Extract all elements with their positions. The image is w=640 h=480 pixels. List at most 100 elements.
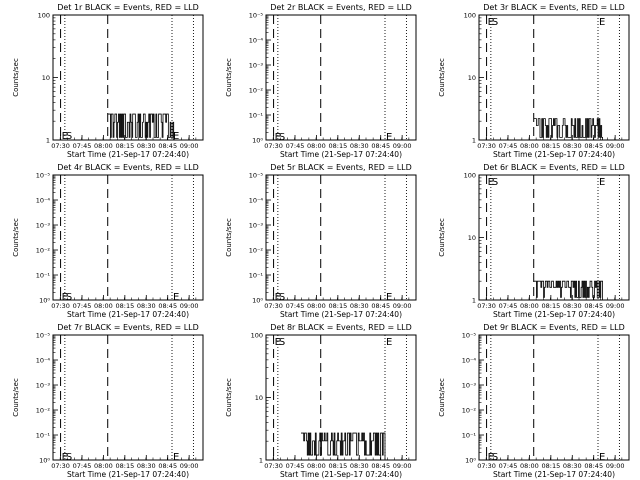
event-series-line xyxy=(533,280,603,300)
marker-label: S xyxy=(66,131,72,142)
y-tick-label: 1 xyxy=(46,137,50,145)
x-tick-label: 08:15 xyxy=(541,302,560,310)
marker-label: E xyxy=(488,177,494,188)
x-tick-label: 08:15 xyxy=(115,142,134,150)
marker-label: E xyxy=(275,337,281,348)
x-tick-label: 08:30 xyxy=(350,142,369,150)
x-tick-label: 07:30 xyxy=(264,142,283,150)
x-tick-label: 08:00 xyxy=(94,302,113,310)
x-tick-label: 08:15 xyxy=(328,462,347,470)
marker-label: E xyxy=(386,337,392,348)
y-tick-label: 1 xyxy=(472,297,476,305)
plot-frame xyxy=(52,334,204,461)
marker-label: S xyxy=(492,177,498,188)
x-tick-label: 07:45 xyxy=(286,302,305,310)
y-tick-label: 1 xyxy=(472,137,476,145)
y-tick-label: 10⁻⁵ xyxy=(36,172,51,180)
y-axis-label: Counts/sec xyxy=(12,58,20,97)
y-axis-label: Counts/sec xyxy=(12,378,20,417)
y-tick-label: 10⁻¹ xyxy=(249,272,264,280)
plot-svg: Det 5r BLACK = Events, RED = LLD 10⁰ 10⁻¹ 1… xyxy=(225,163,417,319)
plot-panel: Det 9r BLACK = Events, RED = LLD 10⁰ 10⁻¹ 1… xyxy=(426,320,639,480)
y-tick-label: 10 xyxy=(42,74,50,82)
x-tick-label: 09:00 xyxy=(180,142,199,150)
x-tick-label: 09:00 xyxy=(393,462,412,470)
y-tick-label: 10⁻⁴ xyxy=(249,197,264,205)
y-tick-label: 100 xyxy=(464,12,476,20)
marker-label: E xyxy=(173,452,179,463)
x-tick-label: 08:45 xyxy=(371,142,390,150)
y-tick-label: 10⁻⁴ xyxy=(462,357,477,365)
x-tick-label: 08:30 xyxy=(137,142,156,150)
marker-label: S xyxy=(492,17,498,28)
marker-label: S xyxy=(492,452,498,463)
marker-label: S xyxy=(279,132,285,143)
x-tick-label: 07:45 xyxy=(499,462,518,470)
x-axis-label: Start Time (21-Sep-17 07:24:40) xyxy=(67,310,189,319)
x-tick-label: 08:30 xyxy=(563,462,582,470)
plot-title: Det 9r BLACK = Events, RED = LLD xyxy=(483,323,625,332)
x-axis-label: Start Time (21-Sep-17 07:24:40) xyxy=(493,310,615,319)
plot-frame xyxy=(478,174,630,301)
x-tick-label: 08:15 xyxy=(541,462,560,470)
y-tick-label: 100 xyxy=(38,12,50,20)
y-tick-label: 10⁻¹ xyxy=(249,112,264,120)
y-tick-label: 10⁰ xyxy=(39,457,50,465)
y-axis-label: Counts/sec xyxy=(225,218,233,257)
x-tick-label: 09:00 xyxy=(180,302,199,310)
y-tick-label: 10⁰ xyxy=(39,297,50,305)
x-tick-label: 07:30 xyxy=(51,462,70,470)
x-tick-label: 07:45 xyxy=(499,142,518,150)
x-tick-label: 09:00 xyxy=(606,302,625,310)
plot-frame xyxy=(52,174,204,301)
x-axis-label: Start Time (21-Sep-17 07:24:40) xyxy=(67,470,189,479)
x-tick-label: 08:45 xyxy=(158,302,177,310)
x-tick-label: 07:45 xyxy=(499,302,518,310)
x-tick-label: 08:45 xyxy=(584,462,603,470)
plot-title: Det 3r BLACK = Events, RED = LLD xyxy=(483,3,625,12)
marker-label: S xyxy=(279,292,285,303)
x-tick-label: 08:45 xyxy=(371,462,390,470)
x-tick-label: 08:00 xyxy=(520,142,539,150)
x-axis-label: Start Time (21-Sep-17 07:24:40) xyxy=(280,470,402,479)
x-tick-label: 07:45 xyxy=(73,142,92,150)
plot-panel: Det 5r BLACK = Events, RED = LLD 10⁰ 10⁻¹ 1… xyxy=(213,160,426,320)
y-tick-label: 10⁰ xyxy=(252,297,263,305)
x-tick-label: 08:00 xyxy=(520,462,539,470)
x-tick-label: 09:00 xyxy=(393,302,412,310)
y-tick-label: 10⁻¹ xyxy=(462,432,477,440)
marker-label: E xyxy=(599,177,605,188)
y-tick-label: 10⁻³ xyxy=(249,222,264,230)
x-tick-label: 08:45 xyxy=(158,462,177,470)
plot-title: Det 6r BLACK = Events, RED = LLD xyxy=(483,163,625,172)
x-tick-label: 09:00 xyxy=(606,462,625,470)
plot-svg: Det 8r BLACK = Events, RED = LLD 1 10 100 Co… xyxy=(225,323,417,479)
plot-panel: Det 4r BLACK = Events, RED = LLD 10⁰ 10⁻¹ 1… xyxy=(0,160,213,320)
event-series-line xyxy=(533,118,603,140)
marker-label: S xyxy=(66,292,72,303)
y-tick-label: 10⁻³ xyxy=(462,382,477,390)
y-tick-label: 10⁻³ xyxy=(249,62,264,70)
x-tick-label: 09:00 xyxy=(180,462,199,470)
x-tick-label: 08:45 xyxy=(584,302,603,310)
plot-title: Det 1r BLACK = Events, RED = LLD xyxy=(57,3,199,12)
y-tick-label: 100 xyxy=(464,172,476,180)
y-tick-label: 10⁻⁵ xyxy=(249,172,264,180)
x-tick-label: 07:30 xyxy=(264,462,283,470)
x-tick-label: 07:45 xyxy=(73,462,92,470)
plot-panel: Det 1r BLACK = Events, RED = LLD 1 10 100 Co… xyxy=(0,0,213,160)
y-tick-label: 10⁻⁵ xyxy=(249,12,264,20)
marker-label: E xyxy=(173,131,179,142)
x-tick-label: 07:30 xyxy=(477,302,496,310)
x-tick-label: 08:00 xyxy=(520,302,539,310)
x-tick-label: 08:00 xyxy=(307,142,326,150)
x-tick-label: 08:30 xyxy=(137,302,156,310)
x-tick-label: 07:45 xyxy=(73,302,92,310)
x-tick-label: 07:30 xyxy=(477,142,496,150)
x-tick-label: 08:30 xyxy=(350,462,369,470)
x-tick-label: 08:15 xyxy=(115,302,134,310)
y-tick-label: 10⁰ xyxy=(252,137,263,145)
y-tick-label: 100 xyxy=(251,332,263,340)
x-tick-label: 08:15 xyxy=(328,142,347,150)
